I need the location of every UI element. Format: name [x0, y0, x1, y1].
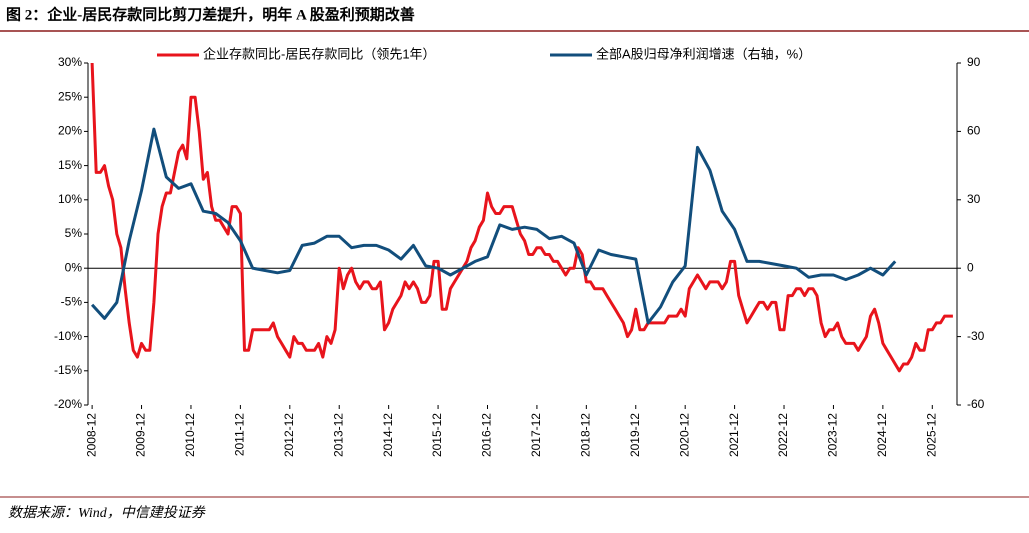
- x-tick-label: 2024-12: [875, 413, 889, 457]
- y2-tick-label: 60: [967, 124, 981, 138]
- y-tick-label: 15%: [58, 158, 82, 172]
- x-tick-label: 2023-12: [826, 413, 840, 457]
- x-tick-label: 2019-12: [628, 413, 642, 457]
- x-tick-label: 2017-12: [529, 413, 543, 457]
- y2-tick-label: 30: [967, 192, 981, 206]
- legend-label: 全部A股归母净利润增速（右轴，%）: [596, 46, 811, 61]
- y2-tick-label: -30: [967, 329, 985, 343]
- x-tick-label: 2014-12: [381, 413, 395, 457]
- x-tick-label: 2009-12: [134, 413, 148, 457]
- x-tick-label: 2022-12: [776, 413, 790, 457]
- x-tick-label: 2011-12: [233, 413, 247, 456]
- y-tick-label: 25%: [58, 89, 82, 103]
- x-tick-label: 2008-12: [84, 413, 98, 457]
- y2-tick-label: 90: [967, 55, 981, 69]
- x-tick-label: 2013-12: [331, 413, 345, 457]
- y-tick-label: 30%: [58, 55, 82, 69]
- y-tick-label: 10%: [58, 192, 82, 206]
- x-tick-label: 2012-12: [282, 413, 296, 457]
- x-tick-label: 2016-12: [480, 413, 494, 457]
- x-tick-label: 2021-12: [727, 413, 741, 457]
- y2-tick-label: 0: [967, 260, 974, 274]
- y-tick-label: -20%: [54, 397, 82, 411]
- x-tick-label: 2010-12: [183, 413, 197, 457]
- series-line: [90, 62, 953, 373]
- y-tick-label: 20%: [58, 124, 82, 138]
- y-tick-label: -15%: [54, 363, 82, 377]
- title: 图 2：企业-居民存款同比剪刀差提升，明年 A 股盈利预期改善: [6, 5, 415, 23]
- y-tick-label: -10%: [54, 329, 82, 343]
- x-tick-label: 2020-12: [677, 413, 691, 457]
- y2-tick-label: -60: [967, 397, 985, 411]
- source: 数据来源：Wind，中信建投证券: [8, 505, 206, 521]
- legend-label: 企业存款同比-居民存款同比（领先1年）: [203, 46, 436, 61]
- y-tick-label: -5%: [61, 295, 83, 309]
- y-tick-label: 5%: [65, 226, 83, 240]
- x-tick-label: 2015-12: [430, 413, 444, 457]
- y-tick-label: 0%: [65, 260, 83, 274]
- series-line: [90, 127, 897, 325]
- x-tick-label: 2018-12: [579, 413, 593, 457]
- x-tick-label: 2025-12: [924, 413, 938, 457]
